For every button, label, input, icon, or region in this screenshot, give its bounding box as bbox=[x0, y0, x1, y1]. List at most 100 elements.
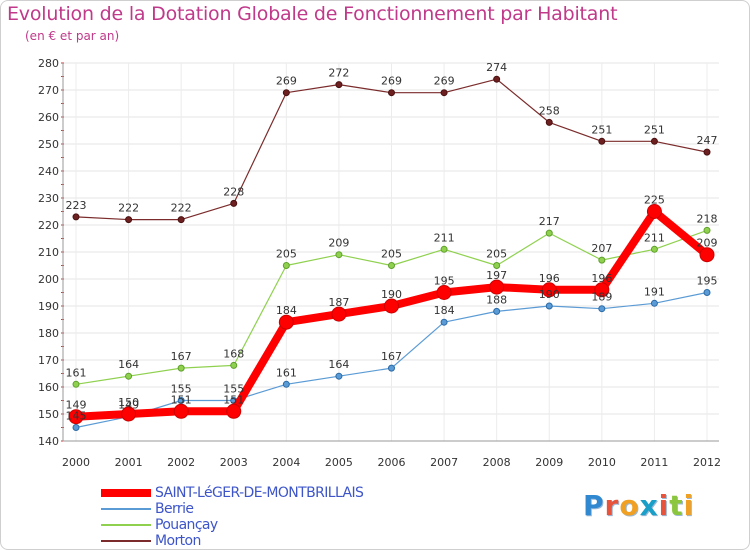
series-1-point-2011 bbox=[650, 299, 658, 307]
series-0-label-2001: 150 bbox=[118, 396, 139, 409]
series-0-label-2002: 151 bbox=[171, 393, 192, 406]
series-0-label-2008: 197 bbox=[486, 269, 507, 282]
series-2-point-2012 bbox=[703, 226, 711, 234]
x-tick-label-2012: 2012 bbox=[693, 456, 721, 469]
series-3-point-2001 bbox=[125, 216, 133, 224]
chart-legend: SAINT-LéGER-DE-MONTBRILLAIS Berrie Pouança… bbox=[101, 485, 364, 549]
series-0-label-2012: 209 bbox=[697, 237, 718, 250]
series-2-point-2010 bbox=[598, 256, 606, 264]
series-2-label-2010: 207 bbox=[591, 242, 612, 255]
series-3-point-2011 bbox=[650, 137, 658, 145]
series-2-label-2012: 218 bbox=[697, 212, 718, 225]
series-0-point-2006 bbox=[384, 298, 399, 314]
series-0-label-2009: 196 bbox=[539, 272, 560, 285]
series-0-point-2002 bbox=[173, 403, 189, 419]
series-3-point-2006 bbox=[388, 89, 395, 97]
series-0-label-2004: 184 bbox=[276, 304, 297, 317]
series-2-point-2003 bbox=[230, 361, 238, 369]
series-1-label-2003: 155 bbox=[223, 383, 244, 396]
legend-label-3: Morton bbox=[155, 533, 201, 549]
series-0-point-2001 bbox=[121, 406, 137, 422]
series-2-label-2004: 205 bbox=[276, 248, 297, 261]
series-1-point-2009 bbox=[545, 302, 553, 310]
series-3-label-2005: 272 bbox=[328, 67, 349, 80]
proxiti-logo: Proxiti bbox=[583, 489, 695, 522]
chart-subtitle: (en € et par an) bbox=[25, 29, 120, 43]
series-1-label-2001: 149 bbox=[118, 399, 139, 412]
x-tick-label-2010: 2010 bbox=[588, 456, 616, 469]
series-3-label-2010: 251 bbox=[591, 123, 612, 136]
y-tick-label-150: 150 bbox=[38, 408, 59, 421]
y-tick-label-280: 280 bbox=[38, 57, 59, 70]
series-2-point-2000 bbox=[72, 380, 80, 388]
series-3-point-2004 bbox=[282, 89, 290, 97]
legend-item-0: SAINT-LéGER-DE-MONTBRILLAIS bbox=[101, 485, 364, 501]
x-tick-label-2009: 2009 bbox=[535, 456, 563, 469]
series-3-point-2005 bbox=[335, 81, 343, 89]
series-2-point-2005 bbox=[335, 251, 343, 259]
x-tick-label-2004: 2004 bbox=[272, 456, 300, 469]
series-1-point-2010 bbox=[598, 305, 606, 313]
series-3-label-2008: 274 bbox=[486, 61, 507, 74]
series-2-label-2007: 211 bbox=[434, 231, 455, 244]
series-0-label-2007: 195 bbox=[434, 275, 455, 288]
series-0-label-2011: 225 bbox=[644, 194, 665, 207]
series-1-point-2007 bbox=[440, 318, 448, 326]
series-0-point-2004 bbox=[278, 314, 294, 330]
series-3-point-2000 bbox=[72, 213, 80, 221]
series-2-point-2002 bbox=[177, 364, 185, 372]
legend-swatch-2 bbox=[101, 524, 151, 526]
series-3-point-2010 bbox=[598, 137, 606, 145]
series-2-label-2008: 205 bbox=[486, 248, 507, 261]
chart-title: Evolution de la Dotation Globale de Fonc… bbox=[7, 3, 618, 25]
series-3-label-2007: 269 bbox=[434, 75, 455, 88]
series-3-point-2009 bbox=[545, 118, 553, 126]
series-0-label-2006: 190 bbox=[381, 288, 402, 301]
legend-label-2: Pouançay bbox=[155, 517, 218, 533]
series-2-point-2011 bbox=[650, 245, 658, 253]
series-1-label-2002: 155 bbox=[171, 383, 192, 396]
series-1-point-2004 bbox=[282, 380, 290, 388]
series-2-label-2011: 211 bbox=[644, 231, 665, 244]
series-2-label-2003: 168 bbox=[223, 347, 244, 360]
y-tick-label-190: 190 bbox=[38, 300, 59, 313]
y-tick-label-160: 160 bbox=[38, 381, 59, 394]
series-0-point-2010 bbox=[594, 282, 610, 298]
y-tick-label-170: 170 bbox=[38, 354, 59, 367]
x-tick-label-2000: 2000 bbox=[62, 456, 90, 469]
series-3-label-2003: 228 bbox=[223, 185, 244, 198]
x-tick-label-2005: 2005 bbox=[325, 456, 353, 469]
y-tick-label-250: 250 bbox=[38, 138, 59, 151]
series-1-label-2004: 161 bbox=[276, 366, 297, 379]
x-tick-label-2001: 2001 bbox=[115, 456, 143, 469]
legend-label-0: SAINT-LéGER-DE-MONTBRILLAIS bbox=[155, 485, 364, 501]
x-tick-label-2006: 2006 bbox=[378, 456, 406, 469]
series-1-point-2005 bbox=[335, 372, 343, 380]
series-2-point-2006 bbox=[388, 262, 395, 269]
series-0-label-2010: 196 bbox=[591, 272, 612, 285]
legend-item-3: Morton bbox=[101, 533, 363, 549]
series-2-label-2009: 217 bbox=[539, 215, 560, 228]
series-1-point-2002 bbox=[177, 397, 185, 404]
series-1-label-2012: 195 bbox=[697, 275, 718, 288]
series-1-label-2005: 164 bbox=[328, 358, 349, 371]
series-0-point-2008 bbox=[489, 279, 505, 295]
series-2-point-2008 bbox=[493, 262, 501, 269]
series-3-label-2006: 269 bbox=[381, 75, 402, 88]
y-tick-label-260: 260 bbox=[38, 111, 59, 124]
legend-item-1: Berrie bbox=[101, 501, 363, 517]
series-1-point-2008 bbox=[493, 307, 501, 315]
series-3-label-2000: 223 bbox=[66, 199, 87, 212]
series-3-label-2009: 258 bbox=[539, 104, 560, 117]
x-tick-label-2003: 2003 bbox=[220, 456, 248, 469]
series-1-label-2000: 145 bbox=[66, 410, 87, 423]
series-3-point-2008 bbox=[493, 75, 501, 83]
series-0-point-2007 bbox=[436, 285, 452, 300]
series-3-point-2002 bbox=[177, 216, 185, 224]
legend-label-1: Berrie bbox=[155, 501, 194, 517]
x-tick-label-2008: 2008 bbox=[483, 456, 511, 469]
series-0-label-2000: 149 bbox=[66, 399, 87, 412]
series-0-point-2005 bbox=[331, 306, 347, 322]
y-tick-label-240: 240 bbox=[38, 165, 59, 178]
